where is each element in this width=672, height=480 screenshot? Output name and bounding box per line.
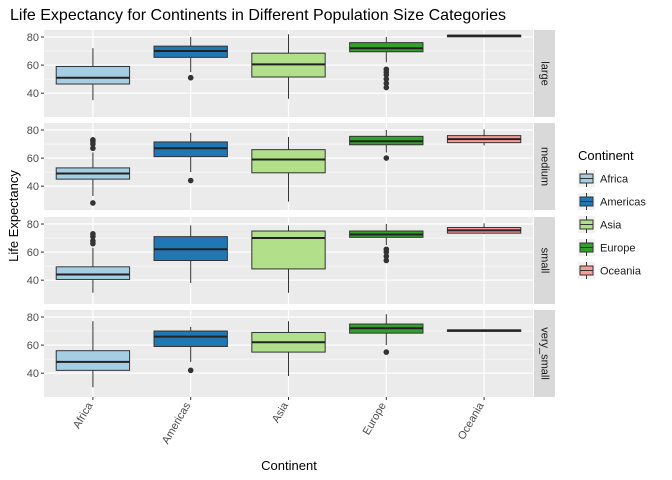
- outlier-point: [383, 257, 390, 264]
- y-tick-label: 80: [27, 32, 39, 44]
- facet-strip: [534, 123, 555, 210]
- legend: Continent Africa Americas Asia Europe Oceani…: [578, 148, 646, 279]
- box-africa: [55, 48, 131, 101]
- box-body: [251, 149, 326, 174]
- y-tick-label: 80: [27, 312, 39, 324]
- facet-strip-label: small: [539, 248, 551, 274]
- outlier-point: [383, 72, 390, 78]
- outlier-point: [383, 249, 390, 255]
- y-tick-label: 40: [27, 88, 39, 100]
- outlier-point: [90, 200, 96, 206]
- box-americas: [153, 225, 228, 283]
- x-tick-label: Africa: [71, 400, 96, 431]
- box-africa: [55, 321, 131, 388]
- y-tick-label: 60: [27, 60, 39, 72]
- box-americas: [153, 326, 228, 374]
- outlier-point: [90, 233, 96, 240]
- box-europe: [349, 224, 424, 264]
- y-tick-label: 40: [27, 275, 39, 287]
- facet-strip-label: medium: [539, 147, 551, 186]
- x-tick-label: Oceania: [456, 400, 487, 442]
- y-tick-label: 80: [27, 125, 39, 137]
- box-body: [55, 266, 131, 280]
- box-body: [153, 330, 228, 347]
- x-tick-label: Asia: [270, 400, 292, 425]
- outlier-point: [383, 76, 390, 82]
- x-axis-title: Continent: [261, 458, 317, 473]
- legend-item-asia: Asia: [578, 216, 622, 233]
- facet-strip: [534, 217, 555, 304]
- outlier-point: [90, 141, 96, 147]
- x-tick-labels: Africa Americas Asia Europe Oceania: [71, 397, 487, 446]
- legend-label: Europe: [600, 243, 635, 255]
- box-americas: [153, 37, 228, 81]
- legend-item-americas: Americas: [578, 193, 646, 210]
- outlier-point: [383, 155, 390, 161]
- box-body: [55, 65, 131, 85]
- box-oceania: [446, 34, 522, 38]
- legend-item-europe: Europe: [578, 239, 635, 256]
- box-africa: [55, 137, 131, 206]
- y-tick-label: 40: [27, 181, 39, 193]
- facet-strip-label: very_small: [539, 327, 551, 380]
- outlier-point: [383, 253, 390, 260]
- box-body: [153, 141, 228, 158]
- chart-title: Life Expectancy for Continents in Differ…: [10, 7, 506, 24]
- facet-strip: [534, 30, 555, 117]
- facet-panel-very-small: 40 60 80 very_small: [27, 310, 555, 397]
- box-europe: [349, 37, 424, 91]
- legend-item-oceania: Oceania: [578, 262, 642, 279]
- x-tick-label: Europe: [361, 401, 389, 438]
- box-body: [251, 230, 326, 270]
- x-tick-label: Americas: [160, 400, 194, 446]
- outlier-point: [187, 177, 194, 184]
- outlier-point: [383, 80, 390, 87]
- box-oceania: [446, 329, 522, 332]
- box-asia: [251, 225, 326, 293]
- y-tick-label: 60: [27, 153, 39, 165]
- legend-item-africa: Africa: [578, 170, 629, 187]
- legend-label: Americas: [600, 197, 646, 209]
- facet-panel-small: 40 60 80 small: [27, 217, 555, 304]
- box-body: [55, 350, 131, 371]
- legend-label: Africa: [600, 174, 629, 186]
- outlier-point: [383, 349, 390, 355]
- box-asia: [251, 321, 326, 376]
- legend-label: Oceania: [600, 266, 642, 278]
- outlier-point: [187, 367, 194, 374]
- facet-panel-large: 40 60 80 large: [27, 30, 555, 117]
- box-africa: [55, 231, 131, 293]
- facet-strip-label: large: [539, 61, 551, 85]
- box-europe: [349, 314, 424, 355]
- outlier-point: [90, 145, 96, 152]
- facet-panels: 40 60 80 large 40 60 80 medium 40 60 80 small 40 60 80…: [27, 30, 555, 397]
- outlier-point: [383, 84, 390, 91]
- y-tick-label: 60: [27, 340, 39, 352]
- box-asia: [251, 137, 326, 202]
- y-tick-label: 80: [27, 219, 39, 231]
- outlier-point: [187, 74, 194, 81]
- facet-strip: [534, 310, 555, 397]
- legend-title: Continent: [578, 148, 634, 163]
- box-americas: [153, 132, 228, 184]
- box-oceania: [446, 223, 522, 234]
- box-body: [349, 42, 424, 53]
- y-tick-label: 60: [27, 247, 39, 259]
- box-asia: [251, 34, 326, 99]
- box-oceania: [446, 129, 522, 146]
- legend-label: Asia: [600, 220, 622, 232]
- y-axis-title: Life Expectancy: [6, 170, 21, 262]
- outlier-point: [90, 240, 96, 247]
- y-tick-label: 40: [27, 368, 39, 380]
- facet-panel-medium: 40 60 80 medium: [27, 123, 555, 210]
- box-europe: [349, 130, 424, 161]
